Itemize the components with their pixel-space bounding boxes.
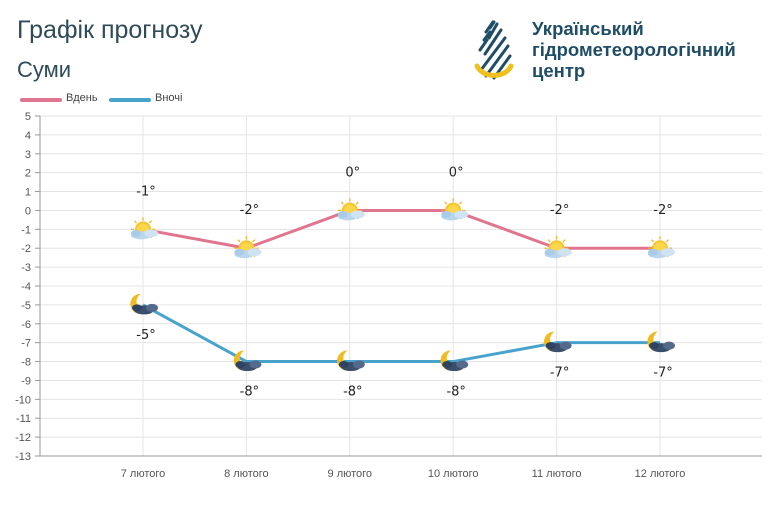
moon-cloud-icon [647, 331, 675, 353]
y-tick-label: -5 [21, 300, 31, 312]
x-tick-label: 12 лютого [635, 468, 686, 480]
x-tick-label: 8 лютого [224, 468, 269, 480]
data-label-day: -1° [136, 184, 155, 199]
city-name: Суми [17, 57, 72, 82]
x-tick-label: 7 лютого [121, 468, 166, 480]
y-tick-label: -10 [15, 394, 31, 406]
data-label-night: -8° [240, 385, 259, 400]
organization-logo: Український гідрометеорологічний центр [472, 18, 772, 82]
data-label-day: -2° [240, 203, 259, 218]
data-label-day: 0° [449, 165, 464, 180]
droplet-logo-icon [474, 20, 514, 80]
y-tick-label: 5 [25, 111, 31, 123]
y-tick-label: -13 [15, 451, 31, 463]
sun-cloud-icon [130, 216, 159, 240]
page-title: Графік прогнозу [17, 16, 203, 44]
data-label-day: -2° [653, 203, 672, 218]
x-tick-label: 11 лютого [532, 468, 582, 480]
y-tick-label: -7 [21, 338, 31, 350]
legend-label-day: Вдень [66, 92, 98, 104]
y-tick-label: -11 [16, 413, 31, 425]
data-label-night: -8° [446, 385, 465, 400]
y-tick-label: 3 [25, 149, 31, 161]
chart-grid [40, 115, 762, 457]
data-label-day: -2° [550, 203, 569, 218]
y-tick-label: -2 [21, 243, 31, 255]
series-line-day [142, 208, 660, 250]
data-label-night: -7° [653, 366, 672, 381]
x-tick-label: 10 лютого [428, 468, 479, 480]
data-label-night: -7° [550, 366, 569, 381]
legend-swatch-night [109, 98, 151, 102]
data-label-night: -5° [136, 328, 155, 343]
x-tick-label: 9 лютого [328, 468, 373, 480]
chart-series: -1° -2° 0° 0° -2° -2° -5° -8° -8° -8° -7° -7° [130, 165, 676, 400]
x-axis: 7 лютого 8 лютого 9 лютого 10 лютого 11 люто… [40, 455, 762, 480]
y-tick-label: -9 [21, 375, 31, 387]
y-axis: 5 4 3 2 1 0 -1 -2 -3 -4 -5 -6 -7 -8 -9 -10 -11 -12 -13 [15, 111, 41, 463]
y-tick-label: -4 [21, 281, 31, 293]
legend-label-night: Вночі [155, 92, 183, 104]
y-tick-label: 0 [25, 205, 31, 217]
legend-swatch-day [20, 98, 62, 102]
y-tick-label: -3 [21, 262, 31, 274]
y-tick-label: -8 [21, 357, 31, 369]
y-tick-label: 2 [25, 168, 31, 180]
y-tick-label: 4 [25, 130, 31, 142]
org-name-line-1: Український [532, 18, 644, 39]
data-label-night: -8° [343, 385, 362, 400]
org-name-line-2: гідрометеорологічний [532, 39, 736, 60]
org-name-line-3: центр [532, 60, 586, 81]
y-tick-label: -12 [15, 432, 31, 444]
y-tick-label: -6 [21, 319, 31, 331]
series-line-night [142, 303, 660, 364]
y-tick-label: -1 [21, 224, 31, 236]
y-tick-label: 1 [25, 187, 31, 199]
data-label-day: 0° [345, 165, 360, 180]
